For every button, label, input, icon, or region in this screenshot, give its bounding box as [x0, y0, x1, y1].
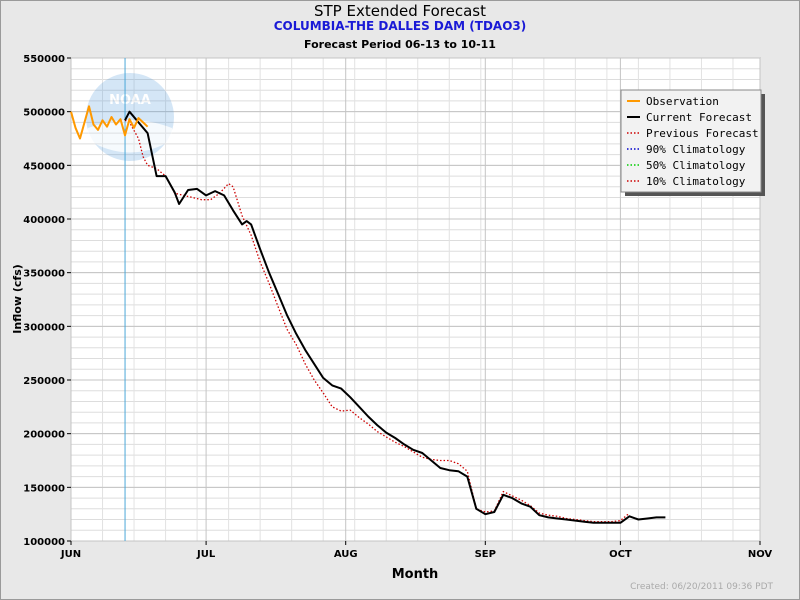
y-tick-label: 400000: [23, 215, 65, 226]
series-layer: [70, 105, 666, 524]
y-tick-label: 550000: [23, 54, 65, 65]
legend-label-current-forecast: Current Forecast: [646, 111, 752, 124]
series-line-current-forecast: [124, 110, 666, 524]
legend: Observation Current Forecast Previous Fore…: [620, 89, 765, 196]
y-tick-label: 150000: [23, 483, 65, 494]
x-tick-label: JUN: [60, 549, 81, 560]
y-tick-label: 300000: [23, 322, 65, 333]
noaa-logo-watermark: NOAA: [86, 73, 174, 161]
x-tick-label: AUG: [334, 549, 358, 560]
x-axis: JUN JUL AUG SEP OCT NOV: [60, 541, 773, 560]
y-tick-label: 350000: [23, 269, 65, 280]
y-tick-label: 250000: [23, 376, 65, 387]
legend-label-50-climatology: 50% Climatology: [646, 159, 746, 172]
x-tick-label: OCT: [609, 549, 632, 560]
chart-title: STP Extended Forecast: [314, 2, 486, 20]
y-tick-label: 100000: [23, 537, 65, 548]
y-tick-label: 450000: [23, 161, 65, 172]
legend-label-observation: Observation: [646, 95, 719, 108]
x-axis-label: Month: [392, 567, 439, 582]
noaa-logo-text: NOAA: [109, 93, 151, 108]
legend-label-90-climatology: 90% Climatology: [646, 143, 746, 156]
created-timestamp: Created: 06/20/2011 09:36 PDT: [630, 582, 773, 592]
y-tick-label: 500000: [23, 108, 65, 119]
x-tick-label: SEP: [475, 549, 496, 560]
y-axis-label: Inflow (cfs): [11, 264, 24, 334]
x-tick-label: NOV: [748, 549, 773, 560]
chart-subtitle: COLUMBIA-THE DALLES DAM (TDAO3): [273, 19, 527, 33]
y-tick-label: 200000: [23, 430, 65, 441]
series-line-previous-forecast: [124, 119, 630, 523]
series-line-observation: [70, 105, 149, 140]
y-axis: 100000 150000 200000 250000 300000 350000 4000…: [23, 54, 71, 548]
legend-label-previous-forecast: Previous Forecast: [646, 127, 759, 140]
x-tick-label: JUL: [196, 549, 216, 560]
legend-label-10-climatology: 10% Climatology: [646, 175, 746, 188]
forecast-period: Forecast Period 06-13 to 10-11: [304, 38, 496, 51]
